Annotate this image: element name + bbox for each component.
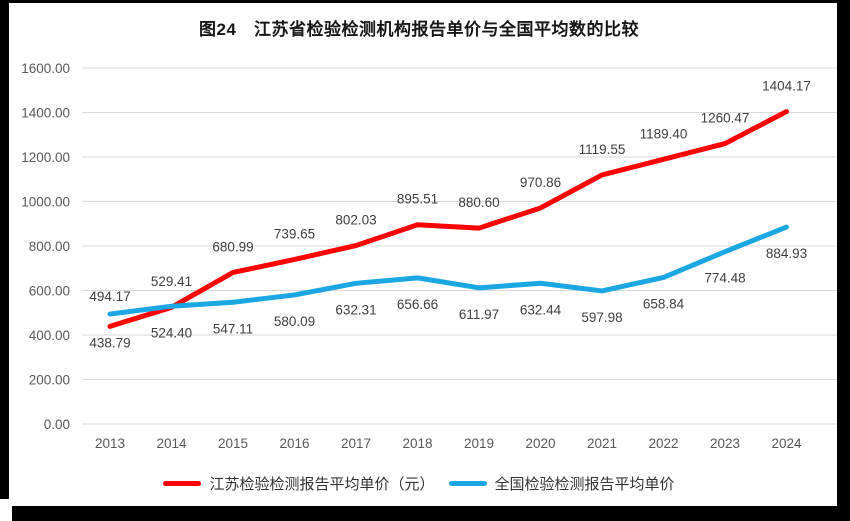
y-axis-tick-label: 1200.00	[21, 150, 70, 165]
chart-legend: 江苏检验检测报告平均单价（元） 全国检验检测报告平均单价	[0, 473, 838, 494]
data-label: 739.65	[274, 226, 315, 241]
data-label: 774.48	[704, 271, 745, 286]
frame-left-border	[0, 0, 9, 499]
x-axis-tick-label: 2018	[402, 436, 432, 451]
data-label: 895.51	[397, 192, 438, 207]
data-label: 884.93	[766, 246, 807, 261]
legend-label-jiangsu: 江苏检验检测报告平均单价（元）	[209, 476, 435, 493]
data-label: 524.40	[151, 325, 192, 340]
y-axis-tick-label: 1000.00	[21, 195, 70, 210]
legend-item-jiangsu: 江苏检验检测报告平均单价（元）	[163, 473, 435, 494]
data-label: 1119.55	[579, 142, 626, 157]
y-axis-tick-label: 800.00	[29, 239, 70, 254]
x-axis-tick-label: 2019	[464, 436, 494, 451]
jiangsu-series-line	[107, 109, 789, 329]
legend-item-national: 全国检验检测报告平均单价	[448, 473, 675, 494]
data-label: 880.60	[458, 195, 499, 210]
y-axis-tick-label: 400.00	[29, 328, 70, 343]
data-label: 632.31	[335, 302, 376, 317]
data-label: 632.44	[520, 302, 562, 317]
data-label: 970.86	[520, 175, 561, 190]
frame-bottom-border	[12, 506, 850, 521]
x-axis-tick-label: 2023	[710, 436, 740, 451]
data-label: 1260.47	[701, 111, 750, 126]
y-axis-tick-label: 1400.00	[21, 106, 70, 121]
national-series-line	[107, 224, 789, 317]
data-label: 580.09	[274, 314, 315, 329]
data-label: 1404.17	[762, 79, 811, 94]
y-axis-tick-label: 200.00	[29, 373, 70, 388]
data-label: 547.11	[213, 321, 253, 336]
x-axis-tick-label: 2017	[341, 436, 371, 451]
data-label: 611.97	[459, 307, 499, 322]
legend-label-national: 全国检验检测报告平均单价	[494, 476, 675, 493]
data-label: 802.03	[335, 213, 376, 228]
y-axis-tick-label: 1600.00	[21, 61, 70, 76]
x-axis-tick-label: 2015	[218, 436, 248, 451]
x-axis-tick-label: 2020	[525, 436, 555, 451]
frame-right-border	[837, 0, 850, 521]
x-axis-tick-label: 2014	[156, 436, 187, 451]
jiangsu-series-swatch-icon	[163, 481, 202, 486]
data-label: 656.66	[397, 297, 438, 312]
x-axis-tick-label: 2016	[279, 436, 309, 451]
x-axis-tick-label: 2013	[95, 436, 125, 451]
data-label: 438.79	[89, 335, 130, 350]
x-axis-tick-label: 2022	[648, 436, 678, 451]
data-label: 597.98	[581, 310, 622, 325]
x-axis-tick-label: 2024	[771, 436, 802, 451]
national-series-swatch-icon	[448, 481, 487, 486]
data-label: 680.99	[212, 239, 253, 254]
data-label: 494.17	[89, 289, 130, 304]
y-axis-tick-label: 0.00	[44, 417, 70, 432]
data-label: 658.84	[643, 296, 685, 311]
data-label: 529.41	[151, 274, 192, 289]
frame-top-border	[0, 0, 838, 3]
data-label: 1189.40	[640, 126, 688, 141]
x-axis-tick-label: 2021	[587, 436, 617, 451]
y-axis-tick-label: 600.00	[29, 284, 70, 299]
chart-title: 图24 江苏省检验检测机构报告单价与全国平均数的比较	[199, 20, 639, 39]
